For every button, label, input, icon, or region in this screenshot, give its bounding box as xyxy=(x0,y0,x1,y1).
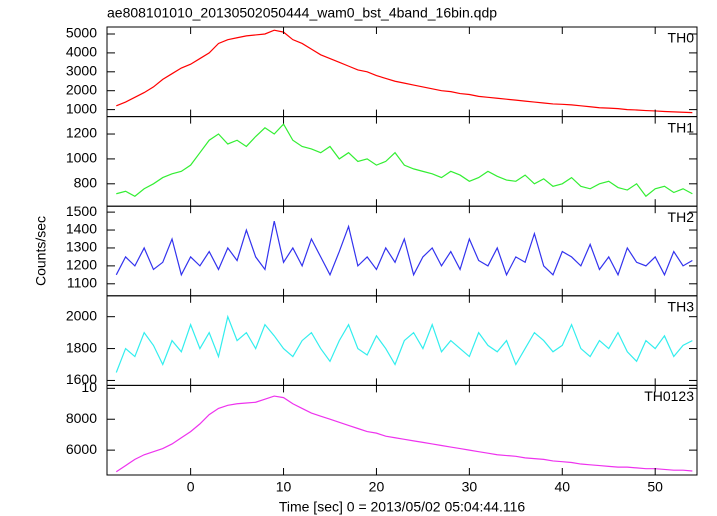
y-tick-label: 1300 xyxy=(66,239,97,255)
panel-label: TH3 xyxy=(668,299,695,315)
x-tick-label: 20 xyxy=(369,479,385,495)
x-tick-label: 0 xyxy=(187,479,195,495)
panel-label: TH2 xyxy=(668,209,695,225)
y-tick-label: 8000 xyxy=(66,410,97,426)
light-curve xyxy=(116,123,693,198)
y-tick-label: 2000 xyxy=(66,307,97,323)
panel-frame xyxy=(106,295,698,386)
x-axis-label: Time [sec] 0 = 2013/05/02 05:04:44.116 xyxy=(279,499,526,515)
panel-label: TH0123 xyxy=(644,388,694,404)
x-tick-label: 30 xyxy=(462,479,478,495)
panel-frame xyxy=(106,384,698,476)
panel-frame xyxy=(106,26,698,118)
y-tick-label: 1000 xyxy=(66,100,97,116)
light-curve xyxy=(115,314,693,373)
y-tick-label: 1800 xyxy=(66,339,97,355)
y-tick-label: 10 xyxy=(81,379,97,395)
light-curve xyxy=(115,220,693,277)
y-tick-label: 800 xyxy=(74,175,98,191)
y-tick-label: 1200 xyxy=(66,257,97,273)
y-tick-label: 1600 xyxy=(66,371,97,387)
y-tick-label: 5000 xyxy=(66,25,97,41)
y-tick-label: 1500 xyxy=(66,203,97,219)
y-tick-label: 1200 xyxy=(66,125,97,141)
x-tick-label: 40 xyxy=(554,479,570,495)
y-tick-label: 4000 xyxy=(66,44,97,60)
x-tick-label: 50 xyxy=(647,479,663,495)
x-tick-label: 10 xyxy=(276,479,292,495)
y-tick-label: 1400 xyxy=(66,221,97,237)
panel-label: TH0 xyxy=(668,30,695,46)
panel-frame xyxy=(106,205,698,297)
y-tick-label: 2000 xyxy=(66,81,97,97)
y-tick-label: 1000 xyxy=(66,150,97,166)
y-axis-label: Counts/sec xyxy=(33,216,49,286)
chart-title: ae808101010_20130502050444_wam0_bst_4ban… xyxy=(107,5,497,21)
light-curve xyxy=(115,395,693,473)
y-tick-label: 6000 xyxy=(66,441,97,457)
y-tick-label: 3000 xyxy=(66,63,97,79)
panel-label: TH1 xyxy=(668,119,695,135)
y-tick-label: 1100 xyxy=(67,274,97,290)
light-curve xyxy=(116,29,693,114)
